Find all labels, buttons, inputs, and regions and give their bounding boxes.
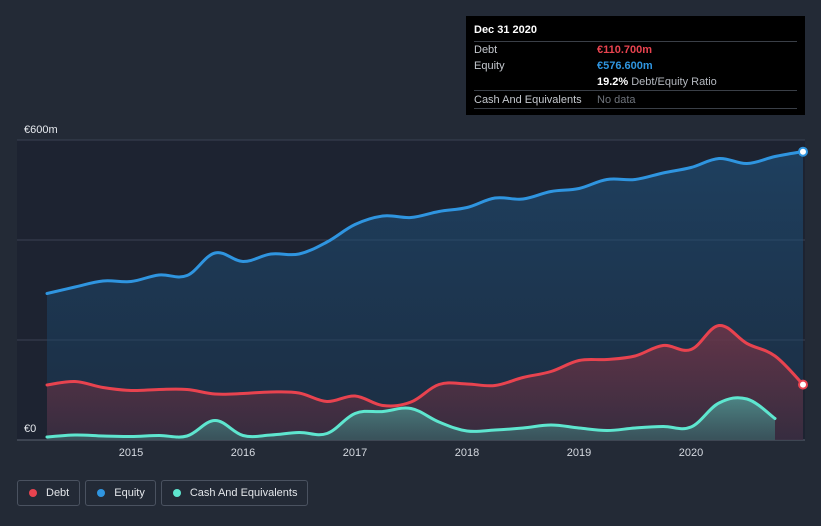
tooltip-equity-label: Equity: [474, 60, 505, 72]
tooltip-panel: Dec 31 2020 Debt €110.700m Equity €576.6…: [466, 16, 805, 115]
series-areas: [47, 151, 803, 440]
tooltip-ratio-label: Debt/Equity Ratio: [631, 76, 717, 88]
debt-line: [45, 323, 805, 408]
equity-end-marker: [798, 146, 808, 157]
tooltip-equity-value: €576.600m: [597, 60, 653, 72]
legend: Debt Equity Cash And Equivalents: [17, 480, 309, 506]
y-axis-max-label: €600m: [24, 124, 58, 136]
equity-dot-icon: [97, 489, 106, 497]
tooltip-debt-row: Debt €110.700m: [474, 41, 797, 58]
debt-area: [47, 325, 803, 440]
tooltip-ratio-value: 19.2%: [597, 76, 629, 88]
x-tick-label: 2020: [679, 447, 703, 459]
y-axis-min-label: €0: [24, 423, 36, 435]
x-tick-label: 2015: [119, 447, 143, 459]
tooltip-debt-label: Debt: [474, 44, 498, 56]
tooltip-cash-row: Cash And Equivalents No data: [474, 90, 797, 109]
x-tick-label: 2018: [455, 447, 479, 459]
x-tick-label: 2019: [567, 447, 591, 459]
x-tick-label: 2016: [231, 447, 255, 459]
end-markers: [798, 146, 808, 390]
legend-item-cash[interactable]: Cash And Equivalents: [160, 480, 309, 506]
x-axis-ticks: 2015 2016 2017 2018 2019 2020: [119, 447, 703, 459]
tooltip-equity-row: Equity €576.600m: [474, 58, 797, 74]
legend-debt-label: Debt: [46, 487, 70, 499]
tooltip-cash-value: No data: [597, 93, 636, 106]
legend-item-equity[interactable]: Equity: [85, 480, 156, 506]
x-tick-label: 2017: [343, 447, 367, 459]
tooltip-date: Dec 31 2020: [474, 24, 537, 36]
series-lines: [45, 150, 805, 439]
tooltip-ratio-row: 19.2% Debt/Equity Ratio: [474, 74, 797, 90]
equity-line: [45, 150, 805, 295]
debt-dot-icon: [29, 489, 37, 497]
cash-dot-icon: [172, 489, 181, 497]
legend-equity-label: Equity: [114, 487, 145, 499]
legend-cash-label: Cash And Equivalents: [189, 487, 298, 499]
debt-end-marker: [798, 379, 808, 390]
tooltip-debt-value: €110.700m: [597, 44, 653, 56]
legend-item-debt[interactable]: Debt: [17, 480, 81, 506]
cash-and-equivalents-line: [45, 396, 777, 439]
tooltip-cash-label: Cash And Equivalents: [474, 93, 582, 106]
cash-and-equivalents-area: [47, 397, 775, 440]
